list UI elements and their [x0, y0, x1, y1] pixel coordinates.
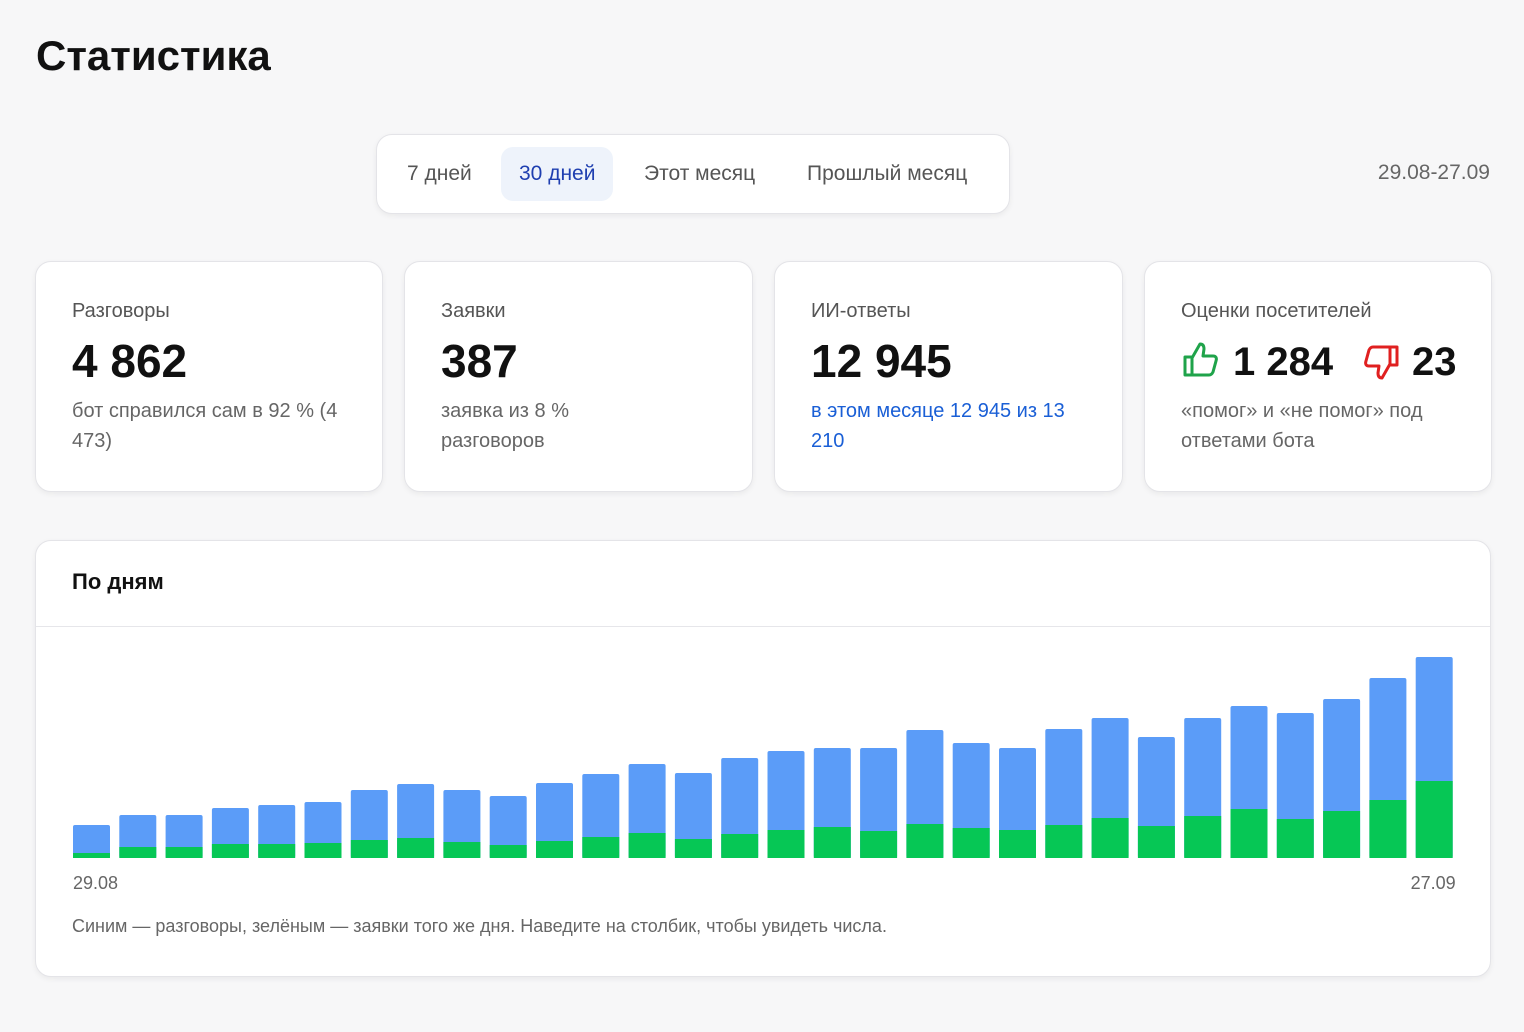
bar-requests — [304, 843, 342, 858]
bar-requests — [350, 840, 388, 858]
x-tick-label: 27.09 — [1411, 873, 1456, 893]
bar-requests — [952, 828, 990, 858]
bar-requests — [443, 842, 481, 858]
bar-requests — [258, 844, 296, 858]
bar-requests — [211, 844, 249, 858]
card-label: Заявки — [441, 300, 506, 322]
card: Оценки посетителей 1 284 23 «помог» и «н… — [1144, 261, 1492, 492]
bar-requests — [906, 824, 944, 858]
card-note: бот справился сам в 92 % (4 473) — [72, 400, 338, 452]
bar-requests — [1045, 825, 1083, 858]
bar-requests — [628, 833, 666, 858]
chart-title: По дням — [72, 569, 164, 594]
bar-requests — [1230, 809, 1268, 858]
bar-conversations — [860, 748, 898, 858]
period-tabs: 7 дней 30 дней Этот месяц Прошлый месяц — [376, 134, 1010, 214]
bar-requests — [397, 838, 435, 858]
rating-down: 23 — [1412, 340, 1457, 384]
bar-requests — [1091, 818, 1129, 858]
tab[interactable]: Прошлый месяц — [807, 162, 968, 185]
bar-requests — [1184, 816, 1222, 858]
bar-requests — [165, 847, 203, 858]
bar-requests — [1276, 819, 1314, 858]
chart-card: По дням 29.08 27.09 Синим — разговоры, зел… — [35, 540, 1491, 977]
thumbs-down-icon — [1364, 345, 1399, 380]
bar-requests — [860, 831, 898, 858]
bar-conversations — [443, 790, 481, 858]
bar-requests — [119, 847, 157, 858]
card-note: в этом месяце 12 945 из 13 210 — [811, 400, 1065, 452]
chart-note: Синим — разговоры, зелёным — заявки того… — [72, 916, 887, 936]
card-value: 4 862 — [72, 335, 188, 387]
rating-up: 1 284 — [1233, 340, 1334, 384]
card-value: 12 945 — [811, 335, 952, 387]
divider — [36, 626, 1490, 627]
bar-requests — [721, 834, 759, 858]
card: Разговоры 4 862 бот справился сам в 92 %… — [35, 261, 383, 492]
card: ИИ-ответы 12 945 в этом месяце 12 945 из… — [774, 261, 1123, 492]
bar-requests — [1415, 781, 1453, 858]
bar-requests — [1323, 811, 1361, 858]
bar-requests — [1369, 800, 1407, 858]
thumbs-up-icon — [1183, 342, 1218, 377]
bar-requests — [1137, 826, 1175, 858]
card: Заявки 387 заявка из 8 % разговоров — [404, 261, 753, 492]
bar-requests — [582, 837, 620, 858]
bar-requests — [536, 841, 573, 858]
bar-conversations — [73, 825, 110, 858]
card-note: «помог» и «не помог» под ответами бота — [1181, 400, 1423, 452]
card-value: 387 — [441, 335, 518, 387]
tab[interactable]: Этот месяц — [644, 162, 756, 185]
bar-conversations — [489, 796, 527, 858]
bar-requests — [73, 853, 110, 858]
page-title: Статистика — [36, 32, 271, 79]
x-tick-label: 29.08 — [73, 873, 118, 893]
card-label: ИИ-ответы — [811, 300, 911, 322]
bar-requests — [674, 839, 712, 858]
card-label: Разговоры — [72, 300, 170, 322]
bar-requests — [767, 830, 805, 858]
card-label: Оценки посетителей — [1181, 300, 1372, 322]
bar-conversations — [674, 773, 712, 858]
tab-selected[interactable]: 30 дней — [501, 147, 614, 201]
tab[interactable]: 7 дней — [407, 162, 472, 185]
bar-requests — [813, 827, 851, 858]
bar-conversations — [721, 758, 759, 858]
bar-requests — [489, 845, 527, 858]
card-note: заявка из 8 % разговоров — [441, 400, 569, 452]
date-range: 29.08-27.09 — [1377, 161, 1490, 184]
bar-requests — [999, 830, 1036, 858]
chart: 29.08 27.09 Синим — разговоры, зелёным — з… — [72, 657, 1456, 936]
bar-conversations — [536, 783, 573, 858]
